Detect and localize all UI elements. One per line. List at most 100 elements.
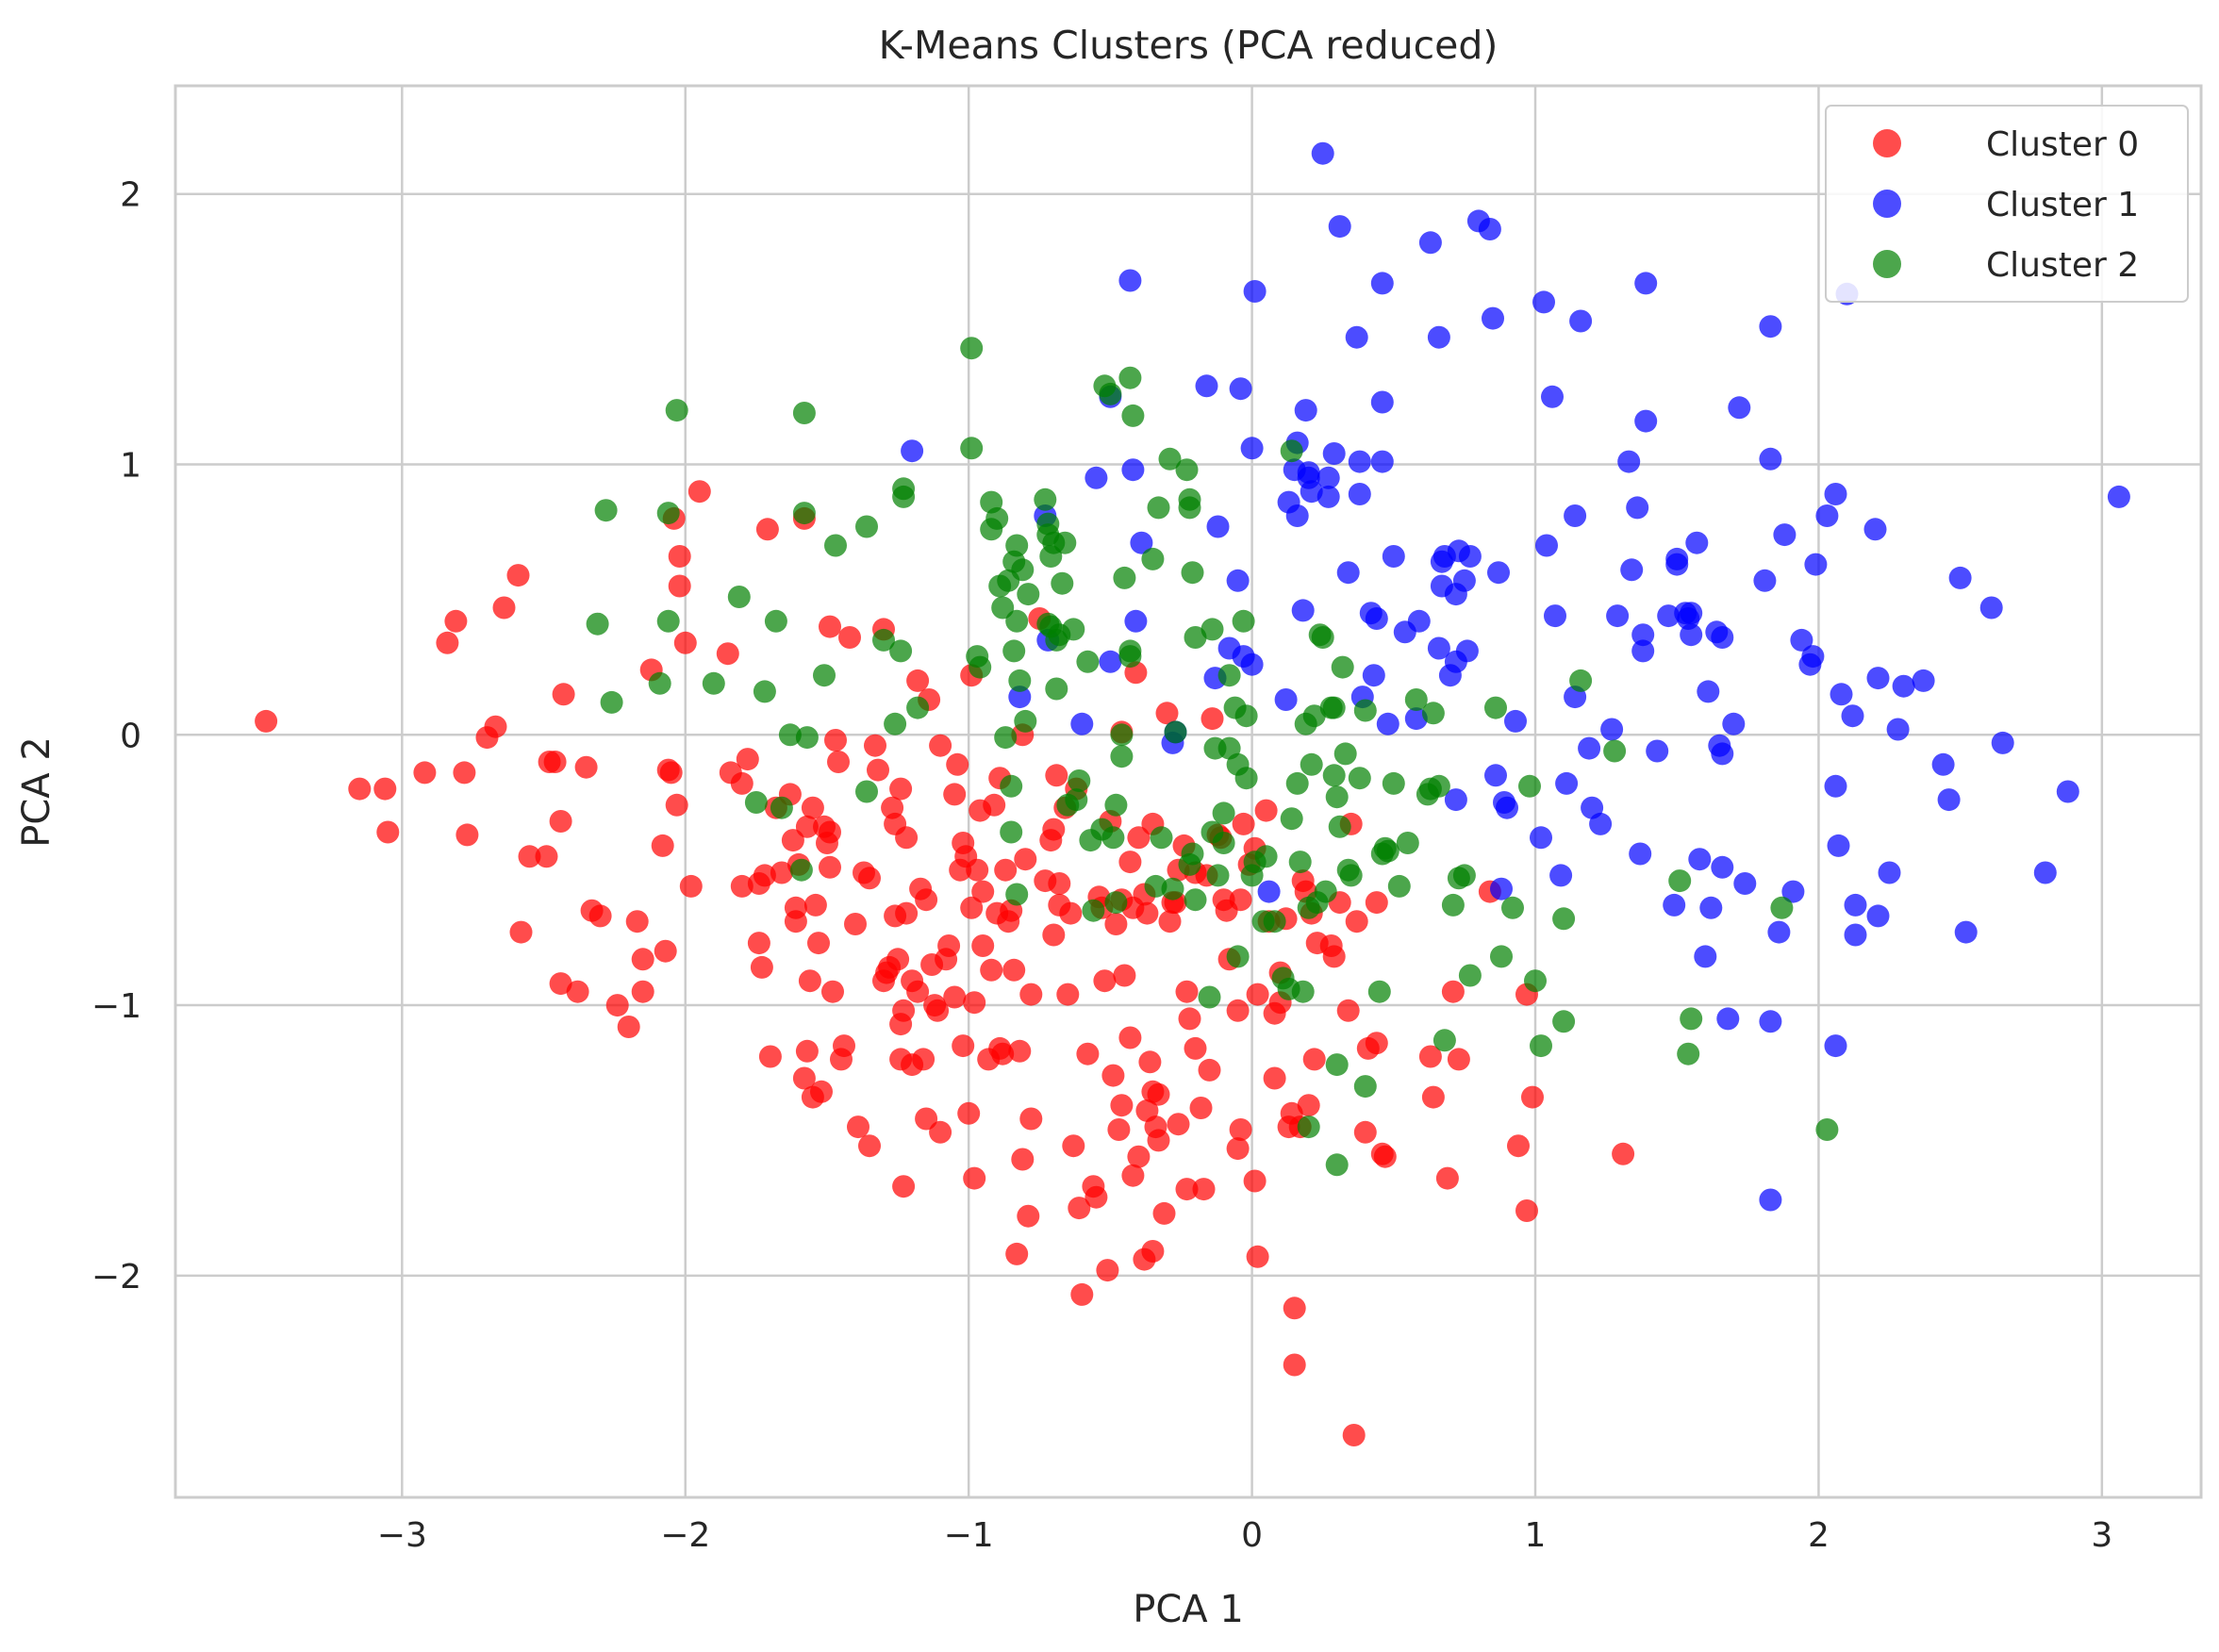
data-point-cluster-1 [1824, 774, 1847, 798]
data-point-cluster-0 [1167, 1113, 1190, 1136]
data-point-cluster-2 [1331, 655, 1354, 679]
data-point-cluster-2 [1212, 832, 1235, 854]
x-tick-label: −2 [660, 1516, 710, 1555]
data-point-cluster-0 [444, 609, 468, 633]
data-point-cluster-1 [1365, 607, 1388, 630]
data-point-cluster-1 [1626, 496, 1649, 520]
data-point-cluster-2 [1014, 709, 1037, 733]
data-point-cluster-1 [1733, 872, 1757, 895]
data-point-cluster-2 [1288, 851, 1312, 874]
data-point-cluster-2 [906, 696, 930, 719]
data-point-cluster-0 [1019, 1107, 1043, 1131]
data-point-cluster-1 [1886, 718, 1910, 741]
data-point-cluster-2 [1101, 826, 1125, 850]
data-point-cluster-0 [1121, 1164, 1145, 1187]
data-point-cluster-2 [1297, 1115, 1320, 1139]
data-point-cluster-0 [1226, 999, 1250, 1022]
data-point-cluster-0 [1175, 980, 1199, 1003]
data-point-cluster-0 [886, 948, 910, 971]
data-point-cluster-1 [1370, 272, 1394, 295]
x-tick-label: 0 [1241, 1516, 1263, 1555]
data-point-cluster-2 [991, 596, 1015, 620]
data-point-cluster-0 [484, 715, 507, 738]
data-point-cluster-1 [1316, 485, 1340, 508]
data-point-cluster-0 [518, 845, 541, 868]
data-point-cluster-1 [1716, 1007, 1740, 1031]
data-point-cluster-0 [1101, 1064, 1125, 1087]
data-point-cluster-2 [1051, 571, 1074, 595]
data-point-cluster-0 [906, 980, 930, 1003]
data-point-cluster-2 [1524, 969, 1547, 993]
data-point-cluster-0 [509, 920, 533, 944]
data-point-cluster-2 [792, 502, 816, 525]
x-axis-label: PCA 1 [1133, 1588, 1244, 1631]
data-point-cluster-2 [795, 726, 819, 750]
data-point-cluster-2 [1065, 788, 1088, 812]
data-point-cluster-1 [1370, 450, 1394, 473]
data-point-cluster-0 [436, 631, 459, 654]
data-point-cluster-1 [1257, 880, 1281, 903]
legend-marker-cluster-1 [1873, 190, 1901, 218]
data-point-cluster-2 [1110, 745, 1134, 768]
data-point-cluster-2 [1212, 801, 1235, 825]
data-point-cluster-0 [1521, 1085, 1544, 1109]
data-point-cluster-0 [937, 934, 961, 957]
data-points [255, 141, 2130, 1446]
data-point-cluster-1 [1348, 483, 1371, 505]
data-point-cluster-2 [656, 609, 680, 633]
data-point-cluster-0 [1135, 901, 1159, 925]
data-point-cluster-1 [1954, 920, 1978, 944]
data-point-cluster-0 [687, 480, 711, 504]
data-point-cluster-0 [750, 955, 773, 979]
data-point-cluster-2 [889, 639, 913, 663]
data-point-cluster-2 [702, 671, 725, 695]
data-point-cluster-0 [1365, 1032, 1388, 1055]
data-point-cluster-0 [631, 948, 654, 971]
data-point-cluster-2 [1815, 1118, 1839, 1141]
y-tick-label: −1 [91, 987, 141, 1026]
data-point-cluster-2 [884, 712, 907, 735]
data-point-cluster-2 [1234, 704, 1258, 728]
data-point-cluster-0 [957, 1101, 981, 1125]
data-point-cluster-0 [1283, 1353, 1306, 1377]
data-point-cluster-2 [1232, 609, 1255, 633]
data-point-cluster-0 [889, 777, 913, 801]
data-point-cluster-0 [625, 910, 649, 933]
data-point-cluster-1 [1322, 442, 1346, 465]
data-point-cluster-1 [1680, 602, 1703, 625]
data-point-cluster-2 [1110, 723, 1134, 747]
data-point-cluster-0 [1418, 1045, 1442, 1068]
data-point-cluster-2 [1184, 888, 1207, 912]
data-point-cluster-0 [1246, 983, 1269, 1006]
legend-marker-cluster-2 [1873, 250, 1901, 278]
data-point-cluster-0 [543, 751, 567, 773]
data-point-cluster-0 [963, 991, 986, 1015]
data-point-cluster-0 [1104, 913, 1128, 935]
y-tick-label: 1 [120, 446, 141, 485]
data-point-cluster-0 [1059, 901, 1083, 925]
data-point-cluster-2 [665, 399, 688, 422]
data-point-cluster-0 [929, 734, 952, 757]
data-point-cluster-1 [1348, 450, 1371, 473]
data-point-cluster-2 [1005, 609, 1029, 633]
data-point-cluster-0 [952, 1034, 975, 1058]
data-point-cluster-1 [1617, 450, 1641, 473]
data-point-cluster-0 [535, 845, 558, 868]
data-point-cluster-0 [659, 761, 683, 785]
data-point-cluster-0 [833, 1034, 855, 1058]
data-point-cluster-1 [1569, 309, 1593, 333]
data-point-cluster-2 [1099, 382, 1122, 405]
data-point-cluster-0 [819, 820, 841, 844]
data-point-cluster-0 [946, 752, 969, 776]
data-point-cluster-0 [1201, 707, 1224, 731]
data-point-cluster-1 [1496, 796, 1518, 819]
data-point-cluster-1 [1099, 650, 1122, 673]
data-point-cluster-0 [673, 631, 697, 654]
data-point-cluster-0 [971, 934, 995, 957]
data-point-cluster-2 [1150, 826, 1173, 850]
data-point-cluster-1 [1243, 280, 1267, 303]
data-point-cluster-2 [1263, 910, 1286, 933]
y-tick-label: 0 [120, 717, 141, 755]
data-point-cluster-2 [1161, 877, 1184, 900]
data-point-cluster-1 [1663, 893, 1686, 917]
